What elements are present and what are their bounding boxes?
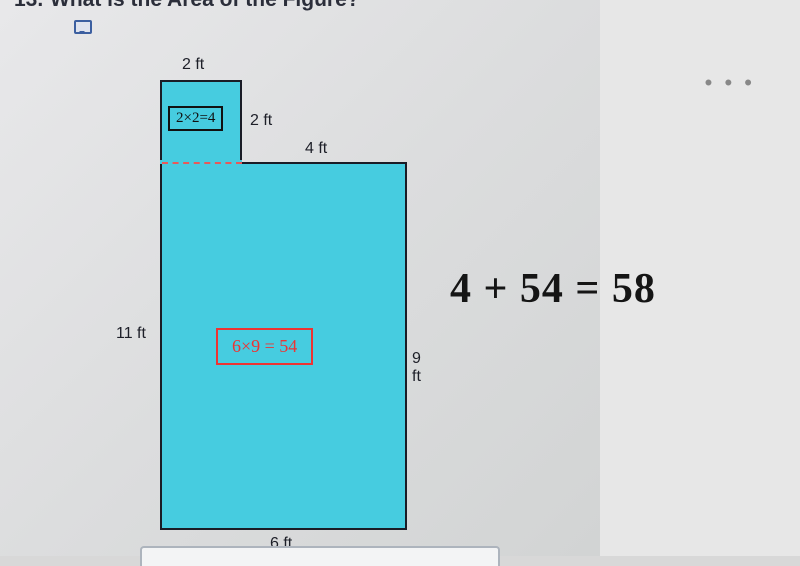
dim-notch-height: 2 ft	[250, 112, 272, 130]
handwritten-sum: 4 + 54 = 58	[450, 265, 656, 313]
question-title: What is the Area of the Figure?	[50, 0, 360, 12]
annotation-small-rect: 2×2=4	[168, 106, 223, 131]
decomposition-dashed-line	[162, 162, 242, 164]
more-options-icon[interactable]: • • •	[705, 70, 755, 96]
composite-figure: 2 ft 2 ft 4 ft 11 ft 9 ft 6 ft 2×2=4 6×9…	[160, 80, 420, 535]
answer-input-box[interactable]	[140, 546, 500, 566]
comment-icon[interactable]	[74, 20, 92, 34]
dim-left-height: 11 ft	[116, 325, 146, 343]
question-number: 13.	[14, 0, 43, 12]
dim-notch-right-width: 4 ft	[305, 140, 327, 158]
dim-right-height: 9 ft	[412, 350, 421, 386]
annotation-big-rect: 6×9 = 54	[216, 328, 313, 365]
dim-top-width: 2 ft	[182, 56, 204, 74]
